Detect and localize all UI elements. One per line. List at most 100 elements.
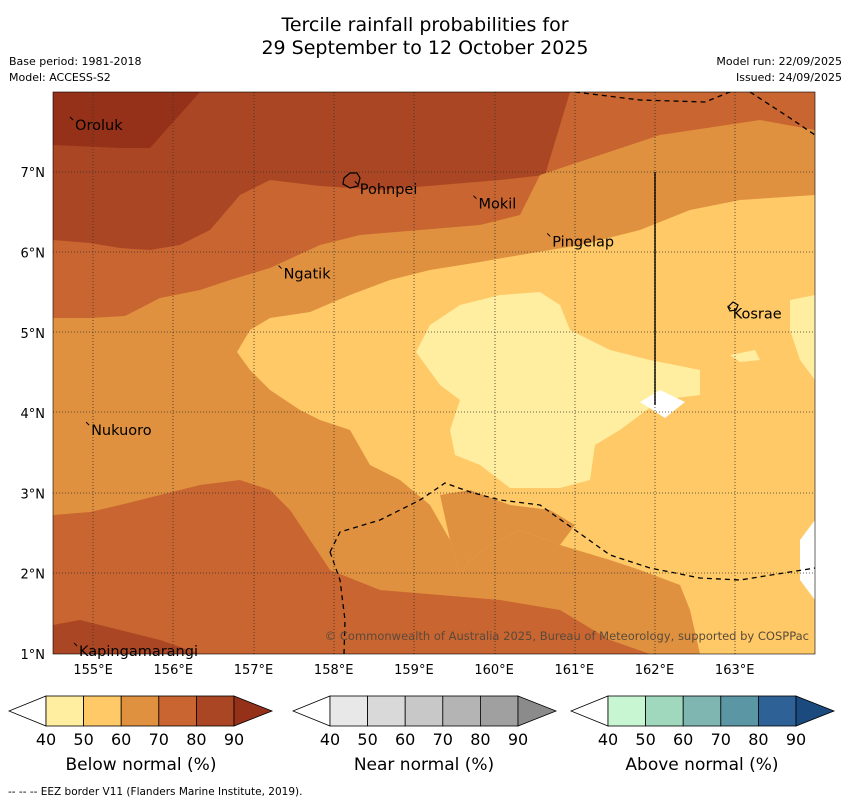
colorbar-tick: 40: [597, 730, 619, 749]
lat-label: 3°N: [21, 487, 46, 502]
below-colorbar-under: [8, 695, 47, 727]
place-label-ngatik: Ngatik: [284, 267, 332, 283]
pohnpei-island: [342, 172, 361, 189]
lon-label: 160°E: [474, 663, 514, 678]
colorbar-tick: 70: [148, 730, 169, 749]
above-colorbar-segment: [720, 695, 759, 727]
map-frame: [52, 91, 816, 655]
above-colorbar-over: [795, 695, 836, 727]
place-marker: [546, 233, 551, 237]
place-label-mokil: Mokil: [478, 197, 516, 213]
colorbar-tick: 80: [748, 730, 769, 749]
lat-label: 5°N: [21, 327, 46, 342]
eez-border-northeast: [749, 92, 815, 136]
place-label-kapingamarangi: Kapingamarangi: [79, 644, 198, 660]
place-label-oroluk: Oroluk: [75, 118, 123, 134]
lon-label: 158°E: [314, 663, 354, 678]
lat-label: 2°N: [21, 568, 46, 583]
below-colorbar-segment: [120, 695, 160, 727]
near-colorbar-segment: [404, 695, 444, 727]
issued-date: Issued: 24/09/2025: [735, 71, 842, 84]
lon-label: 157°E: [234, 663, 274, 678]
near-colorbar-segment: [367, 695, 406, 727]
place-label-kosrae: Kosrae: [733, 307, 782, 323]
place-marker: [85, 421, 90, 426]
lon-label: 161°E: [555, 663, 595, 678]
place-marker: [473, 195, 477, 200]
lon-label: 163°E: [715, 663, 755, 678]
above-colorbar-under: [570, 695, 609, 727]
colorbar-tick: 40: [319, 730, 341, 749]
colorbar-below: [8, 695, 274, 727]
colorbar-tick: 60: [395, 730, 416, 749]
band-90-north: [53, 92, 200, 148]
colorbar-tick: 70: [710, 730, 731, 749]
near-colorbar-under: [292, 695, 331, 727]
colorbar-tick: 60: [111, 730, 132, 749]
band-80-90-north: [53, 92, 570, 250]
above-colorbar-segment: [682, 695, 722, 727]
colorbar-above: [570, 695, 836, 727]
place-marker: [354, 180, 359, 185]
white-patch-center: [640, 390, 685, 418]
place-marker: [278, 265, 282, 269]
band-60-70-intrusion: [440, 490, 575, 575]
near-colorbar-segment: [479, 695, 519, 727]
eez-footnote: -- -- -- EEZ border V11 (Flanders Marine…: [8, 786, 303, 798]
eez-border-south: [329, 482, 815, 581]
place-label-pingelap: Pingelap: [552, 234, 614, 250]
colorbar-tick: 80: [470, 730, 491, 749]
eez-border-west: [329, 551, 346, 654]
latitude-labels: 7°N 6°N 5°N 4°N 3°N 2°N 1°N: [21, 166, 46, 663]
title-line-2: 29 September to 12 October 2025: [261, 37, 589, 59]
model-name: Model: ACCESS-S2: [9, 71, 111, 84]
near-colorbar-segment: [442, 695, 481, 727]
colorbar-tick: 40: [35, 730, 57, 749]
place-marker: [73, 642, 78, 647]
colorbar-tick: 60: [673, 730, 694, 749]
lon-label: 155°E: [73, 663, 113, 678]
above-colorbar-segment: [607, 695, 646, 727]
copyright-text: © Commonwealth of Australia 2025, Bureau…: [325, 629, 809, 643]
band-40-50: [416, 292, 700, 488]
longitude-labels: 155°E 156°E 157°E 158°E 159°E 160°E 161°E 162°E…: [73, 663, 754, 678]
white-patch-east: [800, 520, 815, 600]
lat-label: 1°N: [21, 648, 46, 663]
place-label-pohnpei: Pohnpei: [360, 182, 418, 198]
below-colorbar-segment: [195, 695, 235, 727]
band-80-90-south: [53, 620, 200, 654]
colorbar-tick: 90: [507, 730, 529, 749]
place-marker: [727, 305, 732, 310]
lat-label: 4°N: [21, 407, 46, 422]
above-colorbar-segment: [645, 695, 684, 727]
colorbar-tick: 50: [635, 730, 656, 749]
probability-fill: [53, 92, 815, 654]
colorbar-tick: 70: [432, 730, 453, 749]
below-colorbar-segment: [45, 695, 84, 727]
gridlines: [53, 92, 815, 654]
lon-label: 159°E: [394, 663, 434, 678]
rainfall-map: Oroluk Pohnpei Mokil Pingelap Ngatik Kosrae Nu…: [21, 91, 816, 678]
lat-label: 7°N: [21, 166, 46, 181]
below-colorbar-segment: [158, 695, 197, 727]
band-40-50-east: [790, 295, 815, 380]
below-normal-label: Below normal (%): [65, 755, 217, 775]
band-40-50-kosrae: [730, 350, 760, 362]
above-normal-label: Above normal (%): [625, 755, 779, 775]
lon-label: 162°E: [635, 663, 675, 678]
title-line-1: Tercile rainfall probabilities for: [281, 14, 569, 36]
below-colorbar-over: [233, 695, 274, 727]
near-colorbar-over: [517, 695, 558, 727]
colorbar-tick: 90: [223, 730, 245, 749]
colorbar-tick: 80: [186, 730, 207, 749]
model-run: Model run: 22/09/2025: [716, 55, 842, 68]
place-labels: Oroluk Pohnpei Mokil Pingelap Ngatik Kosrae Nu…: [69, 116, 782, 660]
lon-label: 156°E: [154, 663, 194, 678]
near-normal-label: Near normal (%): [353, 755, 495, 775]
place-label-nukuoro: Nukuoro: [91, 423, 152, 439]
near-colorbar-segment: [329, 695, 368, 727]
above-colorbar-segment: [757, 695, 797, 727]
below-colorbar-segment: [83, 695, 122, 727]
colorbar-tick: 90: [785, 730, 807, 749]
colorbar-tick: 50: [73, 730, 94, 749]
